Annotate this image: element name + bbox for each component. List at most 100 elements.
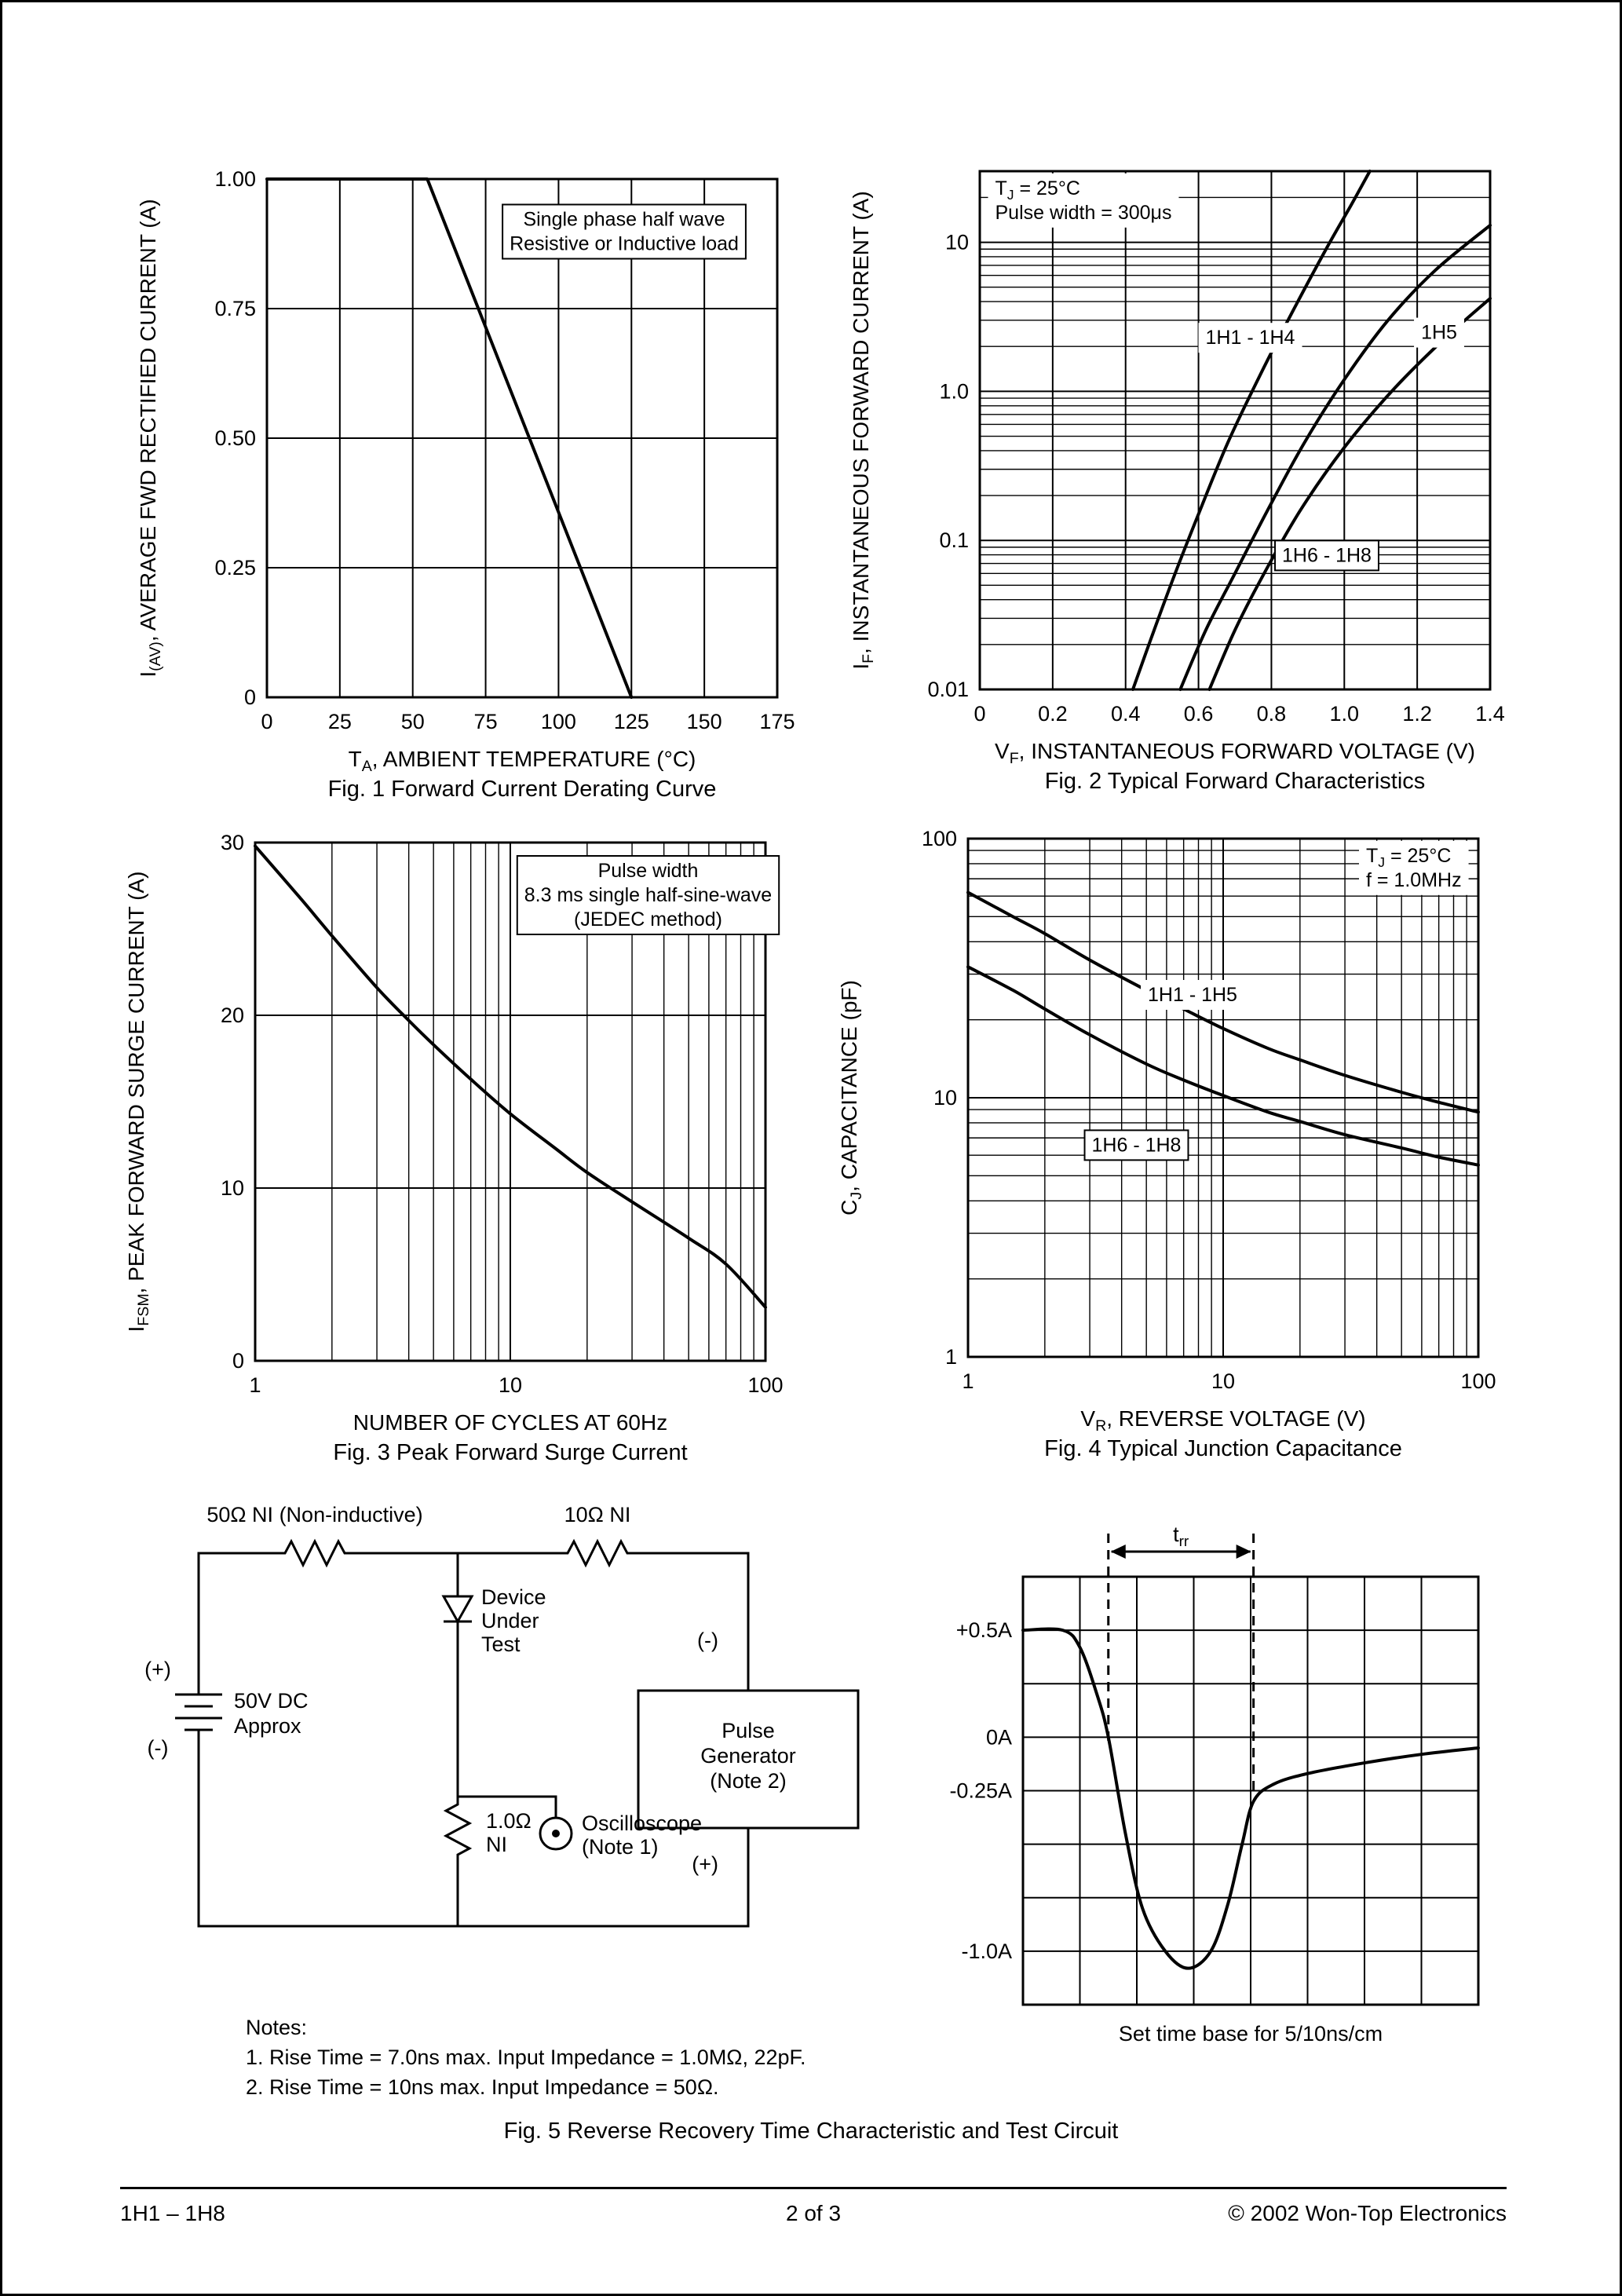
y-tick-label: 10 bbox=[933, 1086, 957, 1110]
scope-label: Oscilloscope (Note 1) bbox=[582, 1812, 702, 1859]
x-tick-label: 150 bbox=[687, 710, 722, 733]
svg-text:(JEDEC method): (JEDEC method) bbox=[574, 909, 722, 930]
svg-text:1H6 - 1H8: 1H6 - 1H8 bbox=[1282, 544, 1372, 566]
y-tick-label: 1.00 bbox=[214, 167, 256, 191]
r1-label: 50Ω NI (Non-inductive) bbox=[206, 1503, 422, 1526]
y-axis-label: IFSM, PEAK FORWARD SURGE CURRENT (A) bbox=[124, 872, 152, 1333]
label-bg bbox=[988, 173, 1179, 228]
note-1: 1. Rise Time = 7.0ns max. Input Impedanc… bbox=[246, 2046, 806, 2069]
series-curve bbox=[1178, 223, 1492, 691]
r2-label: 10Ω NI bbox=[564, 1503, 631, 1526]
svg-text:TJ = 25°C: TJ = 25°C bbox=[1366, 845, 1451, 870]
x-tick-label: 0.4 bbox=[1111, 702, 1141, 726]
fig2-forward-characteristics-chart: 0 0.2 0.4 0.6 0.8 1.0 1.2 1.4 10 1.0 0.1 0.01 1H1 - … bbox=[849, 170, 1505, 794]
x-tick-label: 100 bbox=[1460, 1369, 1496, 1393]
wire bbox=[197, 1730, 750, 1928]
resistor-symbol bbox=[443, 1797, 473, 1863]
y-axis-label: I(AV), AVERAGE FWD RECTIFIED CURRENT (A) bbox=[136, 199, 164, 677]
y-tick-label: 10 bbox=[221, 1176, 244, 1200]
x-axis-label: TA, AMBIENT TEMPERATURE (°C) bbox=[349, 747, 696, 775]
x-tick-label: 1 bbox=[249, 1373, 261, 1397]
x-tick-label: 1.2 bbox=[1402, 702, 1432, 726]
svg-text:Pulse width: Pulse width bbox=[598, 860, 699, 882]
x-tick-label: 0.2 bbox=[1038, 702, 1068, 726]
x-axis-label: VR, REVERSE VOLTAGE (V) bbox=[1080, 1406, 1365, 1435]
plot-border bbox=[966, 837, 1480, 1358]
y-tick-label: 100 bbox=[922, 827, 957, 850]
svg-text:TJ = 25°C: TJ = 25°C bbox=[995, 177, 1080, 203]
y-axis-label: CJ, CAPACITANCE (pF) bbox=[837, 980, 865, 1216]
note-2: 2. Rise Time = 10ns max. Input Impedance… bbox=[246, 2075, 719, 2099]
fig5-notes: Notes: 1. Rise Time = 7.0ns max. Input I… bbox=[246, 2013, 806, 2102]
fig5-caption: Fig. 5 Reverse Recovery Time Characteris… bbox=[503, 2119, 1119, 2144]
series-curve bbox=[966, 965, 1480, 1167]
x-tick-label: 0.6 bbox=[1184, 702, 1214, 726]
x-tick-label: 100 bbox=[541, 710, 576, 733]
svg-text:f = 1.0MHz: f = 1.0MHz bbox=[1366, 869, 1462, 891]
x-tick-label: 0.8 bbox=[1257, 702, 1287, 726]
chart-label: 1H1 - 1H4 bbox=[1198, 323, 1302, 353]
label-bg bbox=[1359, 840, 1469, 895]
pg-plus-label: (+) bbox=[692, 1852, 718, 1876]
svg-text:1H6 - 1H8: 1H6 - 1H8 bbox=[1092, 1134, 1182, 1156]
series-curve bbox=[1131, 170, 1372, 691]
pulse-generator-label: Pulse Generator (Note 2) bbox=[700, 1719, 796, 1793]
battery-plus-label: (+) bbox=[144, 1658, 171, 1681]
plot-border bbox=[254, 841, 767, 1362]
y-tick-label: 1.0 bbox=[939, 379, 969, 403]
boxed-label: 1H6 - 1H8 bbox=[1083, 1129, 1189, 1161]
figure-caption: Fig. 3 Peak Forward Surge Current bbox=[333, 1440, 687, 1465]
series-curve bbox=[265, 177, 634, 699]
battery-label: 50V DC Approx bbox=[234, 1689, 309, 1738]
y-tick-label: 0 bbox=[232, 1349, 244, 1373]
series-curve bbox=[1021, 1627, 1480, 1970]
y-tick-label: -0.25A bbox=[949, 1779, 1012, 1803]
plot-border bbox=[978, 170, 1492, 691]
y-tick-label: 0.50 bbox=[214, 426, 256, 450]
y-tick-label: 0.1 bbox=[939, 528, 969, 552]
footer-page-number: 2 of 3 bbox=[785, 2201, 842, 2225]
wire bbox=[458, 1795, 557, 1818]
plot-border bbox=[265, 177, 779, 699]
notes-title: Notes: bbox=[246, 2016, 308, 2039]
series-curve bbox=[966, 890, 1480, 1114]
y-tick-label: 0.25 bbox=[214, 556, 256, 579]
trr-arrowhead-right bbox=[1236, 1545, 1251, 1559]
wire bbox=[635, 1552, 750, 1691]
figure-caption: Fig. 1 Forward Current Derating Curve bbox=[328, 777, 717, 802]
label-bg bbox=[516, 855, 780, 935]
y-tick-label: 10 bbox=[945, 231, 969, 254]
x-tick-label: 100 bbox=[747, 1373, 783, 1397]
label-bg bbox=[1414, 317, 1464, 348]
chart-caption: Set time base for 5/10ns/cm bbox=[1119, 2022, 1383, 2046]
x-axis-label: NUMBER OF CYCLES AT 60Hz bbox=[353, 1410, 667, 1435]
wire bbox=[197, 1552, 277, 1695]
chart-label: 1H1 - 1H5 bbox=[1141, 980, 1244, 1010]
x-tick-label: 25 bbox=[328, 710, 352, 733]
x-tick-label: 1 bbox=[962, 1369, 974, 1393]
svg-text:8.3 ms single half-sine-wave: 8.3 ms single half-sine-wave bbox=[524, 884, 772, 906]
x-tick-label: 125 bbox=[614, 710, 649, 733]
figure-caption: Fig. 4 Typical Junction Capacitance bbox=[1044, 1436, 1402, 1461]
footer-rule bbox=[120, 2187, 1507, 2189]
boxed-label: 1H6 - 1H8 bbox=[1274, 539, 1379, 572]
y-tick-label: 30 bbox=[221, 831, 244, 854]
figure-caption: Fig. 2 Typical Forward Characteristics bbox=[1045, 769, 1426, 794]
series-curve bbox=[1207, 297, 1492, 691]
svg-text:Resistive or Inductive load: Resistive or Inductive load bbox=[510, 233, 739, 255]
x-tick-label: 1.0 bbox=[1330, 702, 1360, 726]
x-tick-label: 75 bbox=[474, 710, 498, 733]
svg-text:Pulse width = 300μs: Pulse width = 300μs bbox=[995, 202, 1172, 224]
label-bg bbox=[1083, 1129, 1189, 1161]
x-tick-label: 1.4 bbox=[1475, 702, 1505, 726]
plot-border bbox=[1021, 1575, 1480, 2006]
svg-text:Single phase half wave: Single phase half wave bbox=[523, 209, 725, 231]
y-tick-label: 0.01 bbox=[927, 678, 969, 701]
trr-arrowhead-left bbox=[1110, 1545, 1126, 1559]
oscilloscope-symbol bbox=[539, 1816, 573, 1851]
